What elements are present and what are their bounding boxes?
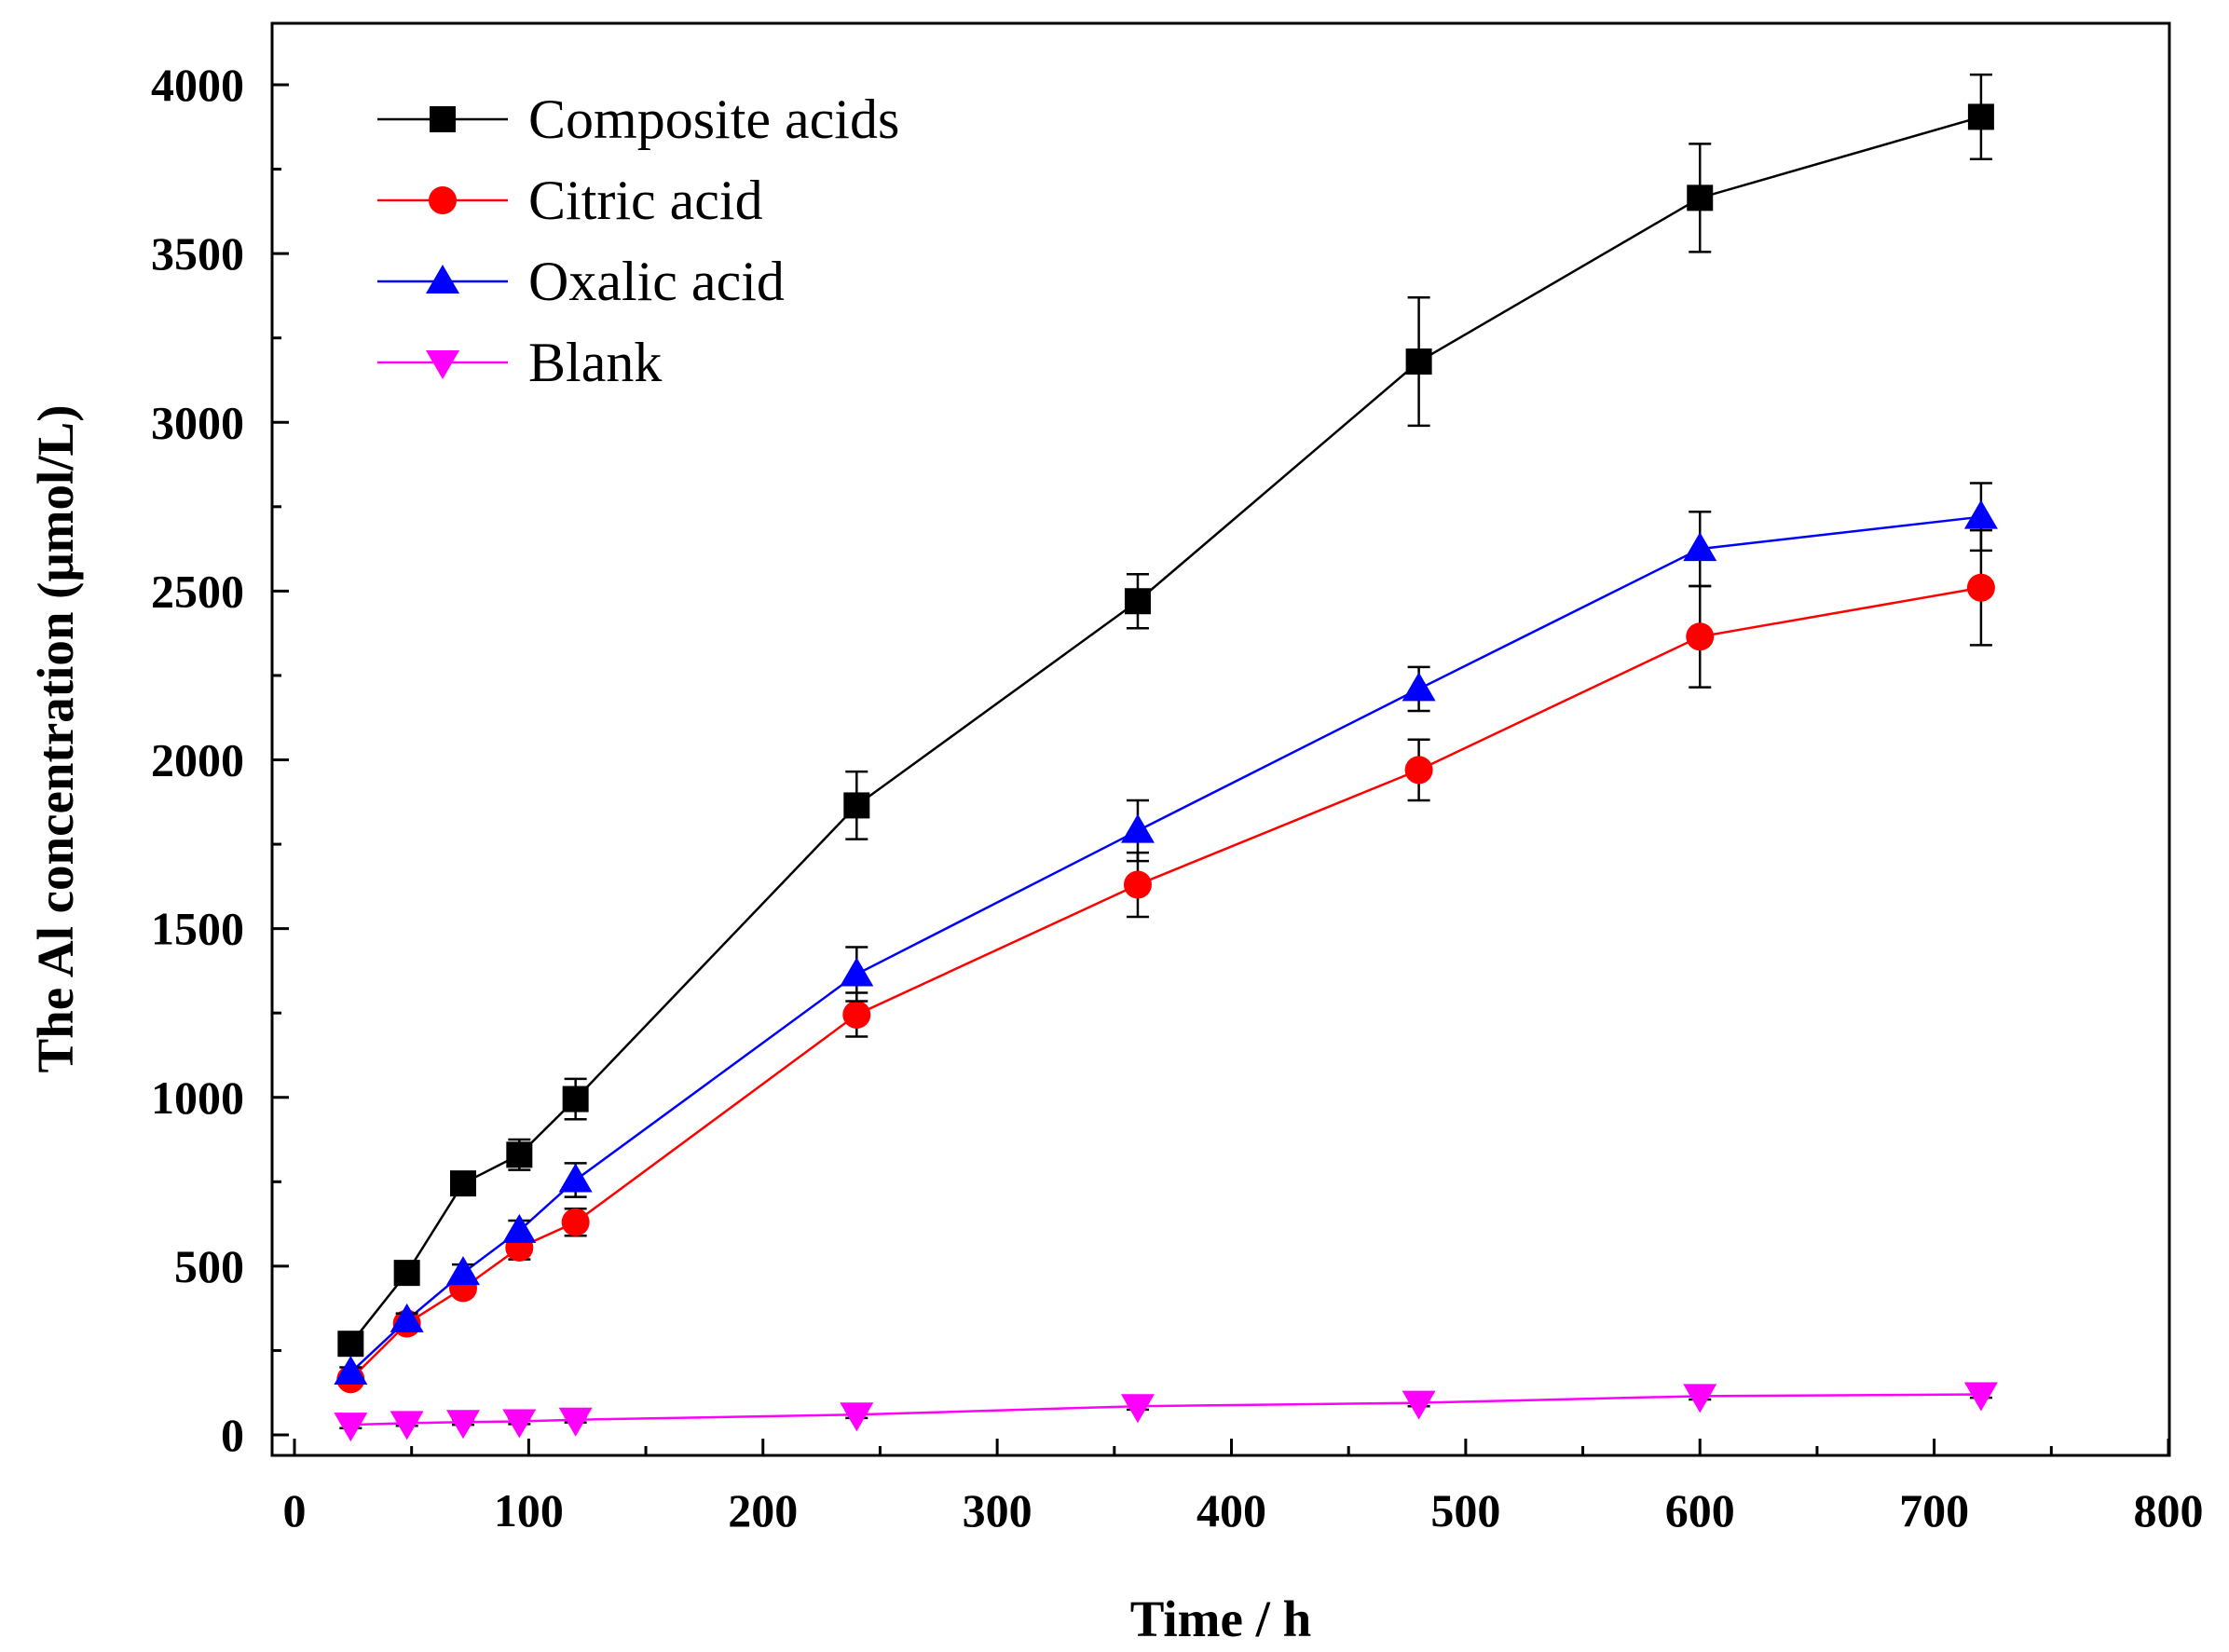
x-tick-label: 200 (728, 1484, 798, 1536)
y-tick-label: 2500 (151, 565, 244, 617)
legend-label: Blank (528, 332, 662, 393)
data-point (449, 1170, 476, 1197)
data-point (1120, 813, 1155, 843)
plot-frame (270, 21, 2171, 1457)
data-point (502, 1409, 537, 1439)
legend-marker (426, 265, 459, 294)
data-point (1405, 348, 1432, 375)
data-point (562, 1085, 589, 1113)
data-point (334, 1355, 368, 1385)
data-point (1120, 1394, 1155, 1424)
y-tick-label: 500 (174, 1240, 244, 1292)
data-point (1963, 499, 1998, 529)
data-point (1686, 622, 1715, 651)
x-tick-label: 400 (1197, 1484, 1266, 1536)
series-blank (334, 1382, 1998, 1442)
y-tick-label: 0 (221, 1409, 244, 1461)
data-point (840, 1402, 874, 1432)
data-point (337, 1331, 364, 1358)
data-point (1963, 1382, 1998, 1412)
data-point (1966, 573, 1995, 602)
data-point (393, 1260, 420, 1287)
y-tick-label: 3000 (151, 396, 244, 448)
data-point (1402, 672, 1436, 702)
series-line (349, 116, 1982, 1345)
data-point (1402, 1390, 1436, 1420)
data-point (840, 957, 874, 987)
series-line (349, 515, 1982, 1373)
y-tick-label: 1500 (151, 903, 244, 955)
data-point (561, 1208, 590, 1236)
data-point (1683, 532, 1717, 562)
x-tick-label: 0 (283, 1484, 307, 1536)
y-tick-label: 1000 (151, 1072, 244, 1124)
legend-label: Oxalic acid (528, 251, 785, 312)
data-point (334, 1413, 368, 1442)
series-citric-acid (336, 528, 1995, 1394)
y-tick-label: 3500 (151, 227, 244, 280)
data-point (558, 1163, 593, 1193)
x-tick-label: 800 (2134, 1484, 2204, 1536)
y-tick-label: 2000 (151, 734, 244, 786)
x-tick-label: 100 (494, 1484, 564, 1536)
data-point (1967, 103, 1994, 130)
legend-marker (430, 106, 456, 132)
data-point (1687, 184, 1714, 212)
data-point (502, 1213, 537, 1243)
data-point (390, 1303, 424, 1332)
series-layer (334, 73, 1998, 1442)
y-tick-label: 4000 (151, 59, 244, 111)
series-line (350, 1393, 1981, 1427)
data-point (1124, 588, 1151, 615)
x-axis-title: Time / h (1130, 1591, 1312, 1647)
data-point (445, 1256, 480, 1286)
x-tick-label: 700 (1899, 1484, 1969, 1536)
series-oxalic-acid (334, 482, 1998, 1385)
legend-marker (426, 350, 459, 379)
series-composite-acids (337, 73, 1994, 1358)
data-point (1123, 870, 1152, 899)
legend-label: Citric acid (528, 170, 763, 231)
data-point (506, 1141, 533, 1168)
x-tick-label: 600 (1665, 1484, 1735, 1536)
legend-marker (429, 186, 457, 214)
data-point (1404, 756, 1433, 785)
data-point (843, 792, 870, 819)
axis-ticks: 0 100 200 300 400 500 600 700 800 0 500 1000 1500 200… (151, 59, 2204, 1536)
data-point (1683, 1384, 1717, 1413)
legend-label: Composite acids (528, 89, 899, 150)
data-point (445, 1410, 480, 1440)
x-tick-label: 500 (1430, 1484, 1500, 1536)
x-tick-label: 300 (963, 1484, 1032, 1536)
series-line (349, 586, 1982, 1381)
data-point (558, 1407, 593, 1437)
y-axis-title: The Al concentration (μmol/L) (27, 404, 84, 1072)
data-point (390, 1411, 424, 1440)
legend: Composite acids Citric acid Oxalic acid Bla… (377, 89, 899, 393)
data-point (842, 1000, 871, 1029)
